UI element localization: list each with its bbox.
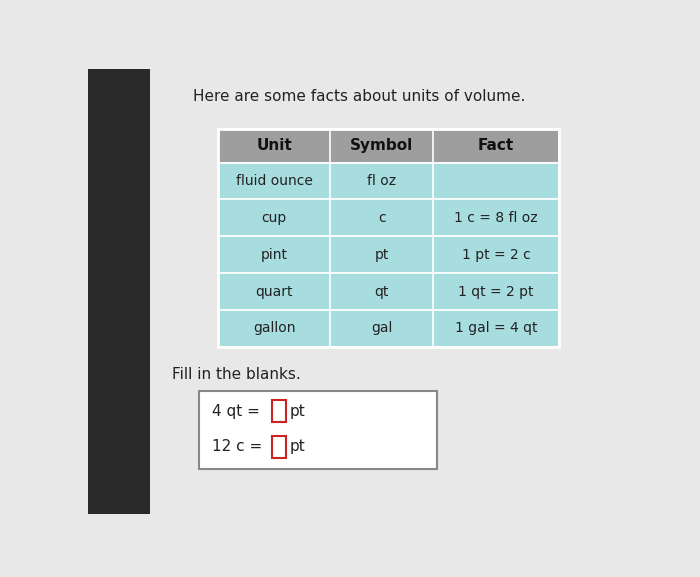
- Text: Here are some facts about units of volume.: Here are some facts about units of volum…: [193, 89, 526, 104]
- FancyBboxPatch shape: [272, 436, 286, 458]
- FancyBboxPatch shape: [218, 129, 559, 163]
- Bar: [88, 69, 150, 514]
- Text: 1 qt = 2 pt: 1 qt = 2 pt: [458, 284, 534, 299]
- Text: Symbol: Symbol: [350, 138, 414, 153]
- Text: 1 c = 8 fl oz: 1 c = 8 fl oz: [454, 211, 538, 225]
- FancyBboxPatch shape: [199, 391, 438, 469]
- Text: 1 gal = 4 qt: 1 gal = 4 qt: [455, 321, 538, 335]
- Text: 12 c =: 12 c =: [212, 440, 267, 454]
- Text: pt: pt: [290, 440, 306, 454]
- Text: c: c: [378, 211, 386, 225]
- FancyBboxPatch shape: [272, 400, 286, 422]
- Text: qt: qt: [374, 284, 389, 299]
- FancyBboxPatch shape: [218, 163, 559, 200]
- Text: 1 pt = 2 c: 1 pt = 2 c: [462, 248, 531, 262]
- Text: Fact: Fact: [478, 138, 514, 153]
- FancyBboxPatch shape: [218, 273, 559, 310]
- Text: Unit: Unit: [256, 138, 292, 153]
- Text: gallon: gallon: [253, 321, 295, 335]
- FancyBboxPatch shape: [218, 237, 559, 273]
- Text: cup: cup: [262, 211, 287, 225]
- Text: gal: gal: [371, 321, 393, 335]
- FancyBboxPatch shape: [218, 310, 559, 347]
- Text: quart: quart: [256, 284, 293, 299]
- Text: fl oz: fl oz: [368, 174, 396, 188]
- Text: pt: pt: [374, 248, 389, 262]
- Text: 4 qt =: 4 qt =: [212, 404, 265, 419]
- Text: pint: pint: [260, 248, 288, 262]
- Text: fluid ounce: fluid ounce: [236, 174, 312, 188]
- Text: pt: pt: [290, 404, 306, 419]
- Text: Fill in the blanks.: Fill in the blanks.: [172, 367, 300, 382]
- FancyBboxPatch shape: [218, 200, 559, 237]
